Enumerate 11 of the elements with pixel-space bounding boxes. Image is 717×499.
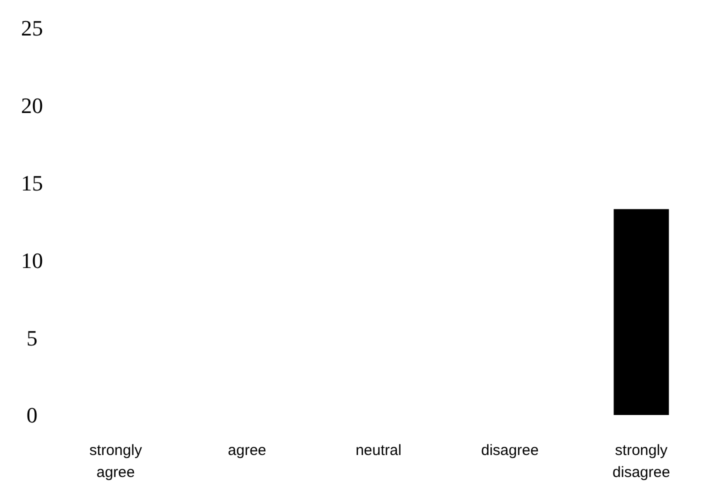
y-tick-label: 20	[21, 93, 43, 118]
y-tick-label: 5	[26, 325, 38, 350]
x-tick-label: neutral	[356, 442, 402, 459]
x-tick-label: strongly disagree	[612, 442, 670, 481]
y-tick-label: 0	[26, 402, 38, 428]
x-tick-label: disagree	[481, 442, 539, 459]
x-tick-label: strongly agree	[89, 442, 142, 481]
y-tick-label: 25	[21, 16, 43, 41]
y-tick-label: 10	[21, 248, 43, 273]
x-tick-label: agree	[228, 442, 266, 459]
y-tick-label: 15	[21, 170, 43, 196]
